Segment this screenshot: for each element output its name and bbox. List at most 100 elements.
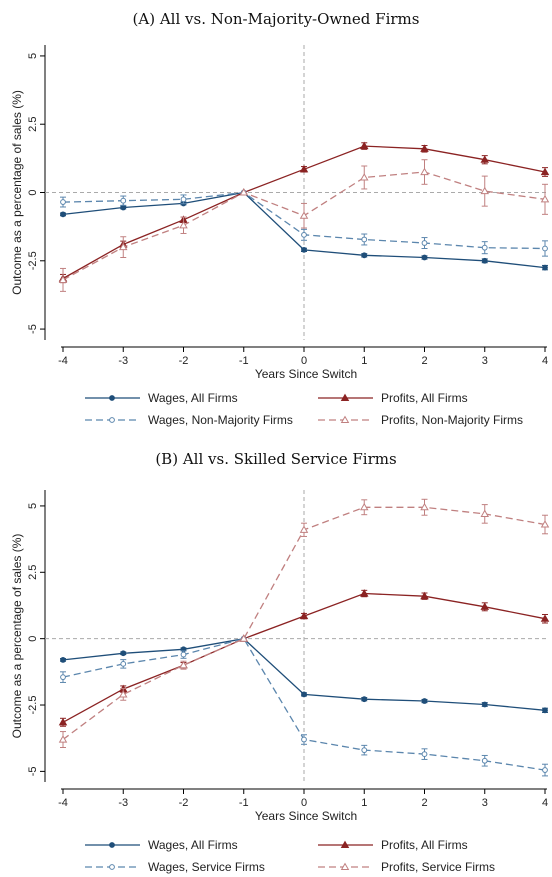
x-tick-label: 3 <box>482 355 488 367</box>
data-point <box>180 651 187 658</box>
data-point <box>60 211 66 218</box>
x-tick-label: 2 <box>421 797 427 809</box>
data-point <box>420 591 429 600</box>
y-tick-label: -2.5 <box>27 251 39 270</box>
legend: Wages, All Firms Profits, All Firms Wages,… <box>85 838 495 874</box>
legend-marker <box>340 393 350 402</box>
legend-label: Wages, All Firms <box>148 391 238 405</box>
legend: Wages, All Firms Profits, All Firms Wages,… <box>85 391 523 427</box>
y-tick-label: 0 <box>27 189 39 195</box>
chart-panel-b: (B) All vs. Skilled Service Firms -5 -2.5 0… <box>10 450 550 874</box>
data-point <box>542 264 548 271</box>
y-axis-title: Outcome as a percentage of sales (%) <box>10 90 24 295</box>
y-tick-label: -5 <box>27 324 39 334</box>
data-point <box>58 275 68 283</box>
legend-label: Wages, All Firms <box>148 838 238 852</box>
legend-label: Wages, Service Firms <box>148 860 265 874</box>
data-point <box>120 204 127 211</box>
data-point <box>359 502 369 511</box>
data-point <box>421 240 428 246</box>
legend-marker <box>109 842 115 848</box>
y-tick-label: -2.5 <box>27 696 39 715</box>
x-tick-label: 4 <box>542 355 548 367</box>
y-tick-label: 5 <box>27 503 39 509</box>
data-point <box>540 614 550 622</box>
data-point <box>301 691 307 698</box>
legend-marker <box>340 862 350 871</box>
data-point <box>120 197 127 204</box>
x-axis-title: Years Since Switch <box>255 809 357 823</box>
data-point <box>480 509 490 517</box>
data-point <box>540 194 550 203</box>
series-3 <box>58 498 550 748</box>
data-point <box>301 231 307 238</box>
legend-marker <box>109 395 115 401</box>
data-point <box>420 144 429 152</box>
legend-marker <box>340 415 350 424</box>
data-point <box>60 674 66 681</box>
x-tick-label: -3 <box>118 355 128 367</box>
legend-label: Profits, Service Firms <box>381 860 495 874</box>
data-point <box>481 701 488 708</box>
x-tick-label: 2 <box>421 355 427 367</box>
data-point <box>540 520 550 528</box>
data-point <box>58 717 68 726</box>
x-tick-label: 0 <box>301 355 307 367</box>
data-point <box>359 141 369 150</box>
x-tick-label: 0 <box>301 797 307 809</box>
data-point <box>299 611 309 620</box>
series-2 <box>60 189 548 257</box>
data-point <box>421 751 428 758</box>
x-axis-title: Years Since Switch <box>255 367 357 381</box>
y-tick-label: 2.5 <box>27 565 39 580</box>
data-point <box>120 660 127 667</box>
y-tick-label: -5 <box>27 766 39 776</box>
data-point <box>481 757 488 764</box>
legend-label: Profits, All Firms <box>381 838 468 852</box>
x-tick-label: 1 <box>361 355 367 367</box>
legend-label: Profits, All Firms <box>381 391 468 405</box>
data-point <box>118 242 128 251</box>
data-point <box>359 589 369 597</box>
x-tick-label: 3 <box>482 797 488 809</box>
data-point <box>420 167 429 176</box>
data-point <box>120 650 127 657</box>
data-point <box>60 199 66 205</box>
data-point <box>361 747 368 754</box>
data-point <box>60 656 66 663</box>
data-point <box>179 660 188 669</box>
chart-title: (A) All vs. Non-Majority-Owned Firms <box>133 10 420 28</box>
y-axis-title: Outcome as a percentage of sales (%) <box>10 534 24 739</box>
x-tick-label: -4 <box>58 355 68 367</box>
data-point <box>118 689 128 698</box>
x-tick-label: -3 <box>118 797 128 809</box>
data-point <box>361 236 368 243</box>
data-point <box>361 252 368 259</box>
legend-label: Profits, Non-Majority Firms <box>381 413 523 427</box>
data-point <box>299 211 309 219</box>
data-point <box>58 735 68 743</box>
data-point <box>239 188 249 196</box>
data-point <box>540 167 550 176</box>
data-point <box>542 245 548 252</box>
x-tick-label: -1 <box>239 355 249 367</box>
legend-label: Wages, Non-Majority Firms <box>148 413 293 427</box>
x-tick-label: 4 <box>542 797 548 809</box>
data-point <box>301 736 307 743</box>
data-point <box>179 220 188 229</box>
data-point <box>359 173 369 181</box>
data-point <box>542 707 548 714</box>
data-point <box>480 602 490 610</box>
data-point <box>299 164 309 173</box>
data-point <box>480 155 490 163</box>
data-point <box>480 186 490 195</box>
data-point <box>301 246 307 253</box>
legend-marker <box>109 864 115 870</box>
y-tick-label: 0 <box>27 636 39 642</box>
series-2 <box>60 635 548 777</box>
x-tick-label: -4 <box>58 797 68 809</box>
data-point <box>180 196 187 203</box>
data-point <box>420 502 429 511</box>
x-tick-label: -2 <box>179 355 189 367</box>
